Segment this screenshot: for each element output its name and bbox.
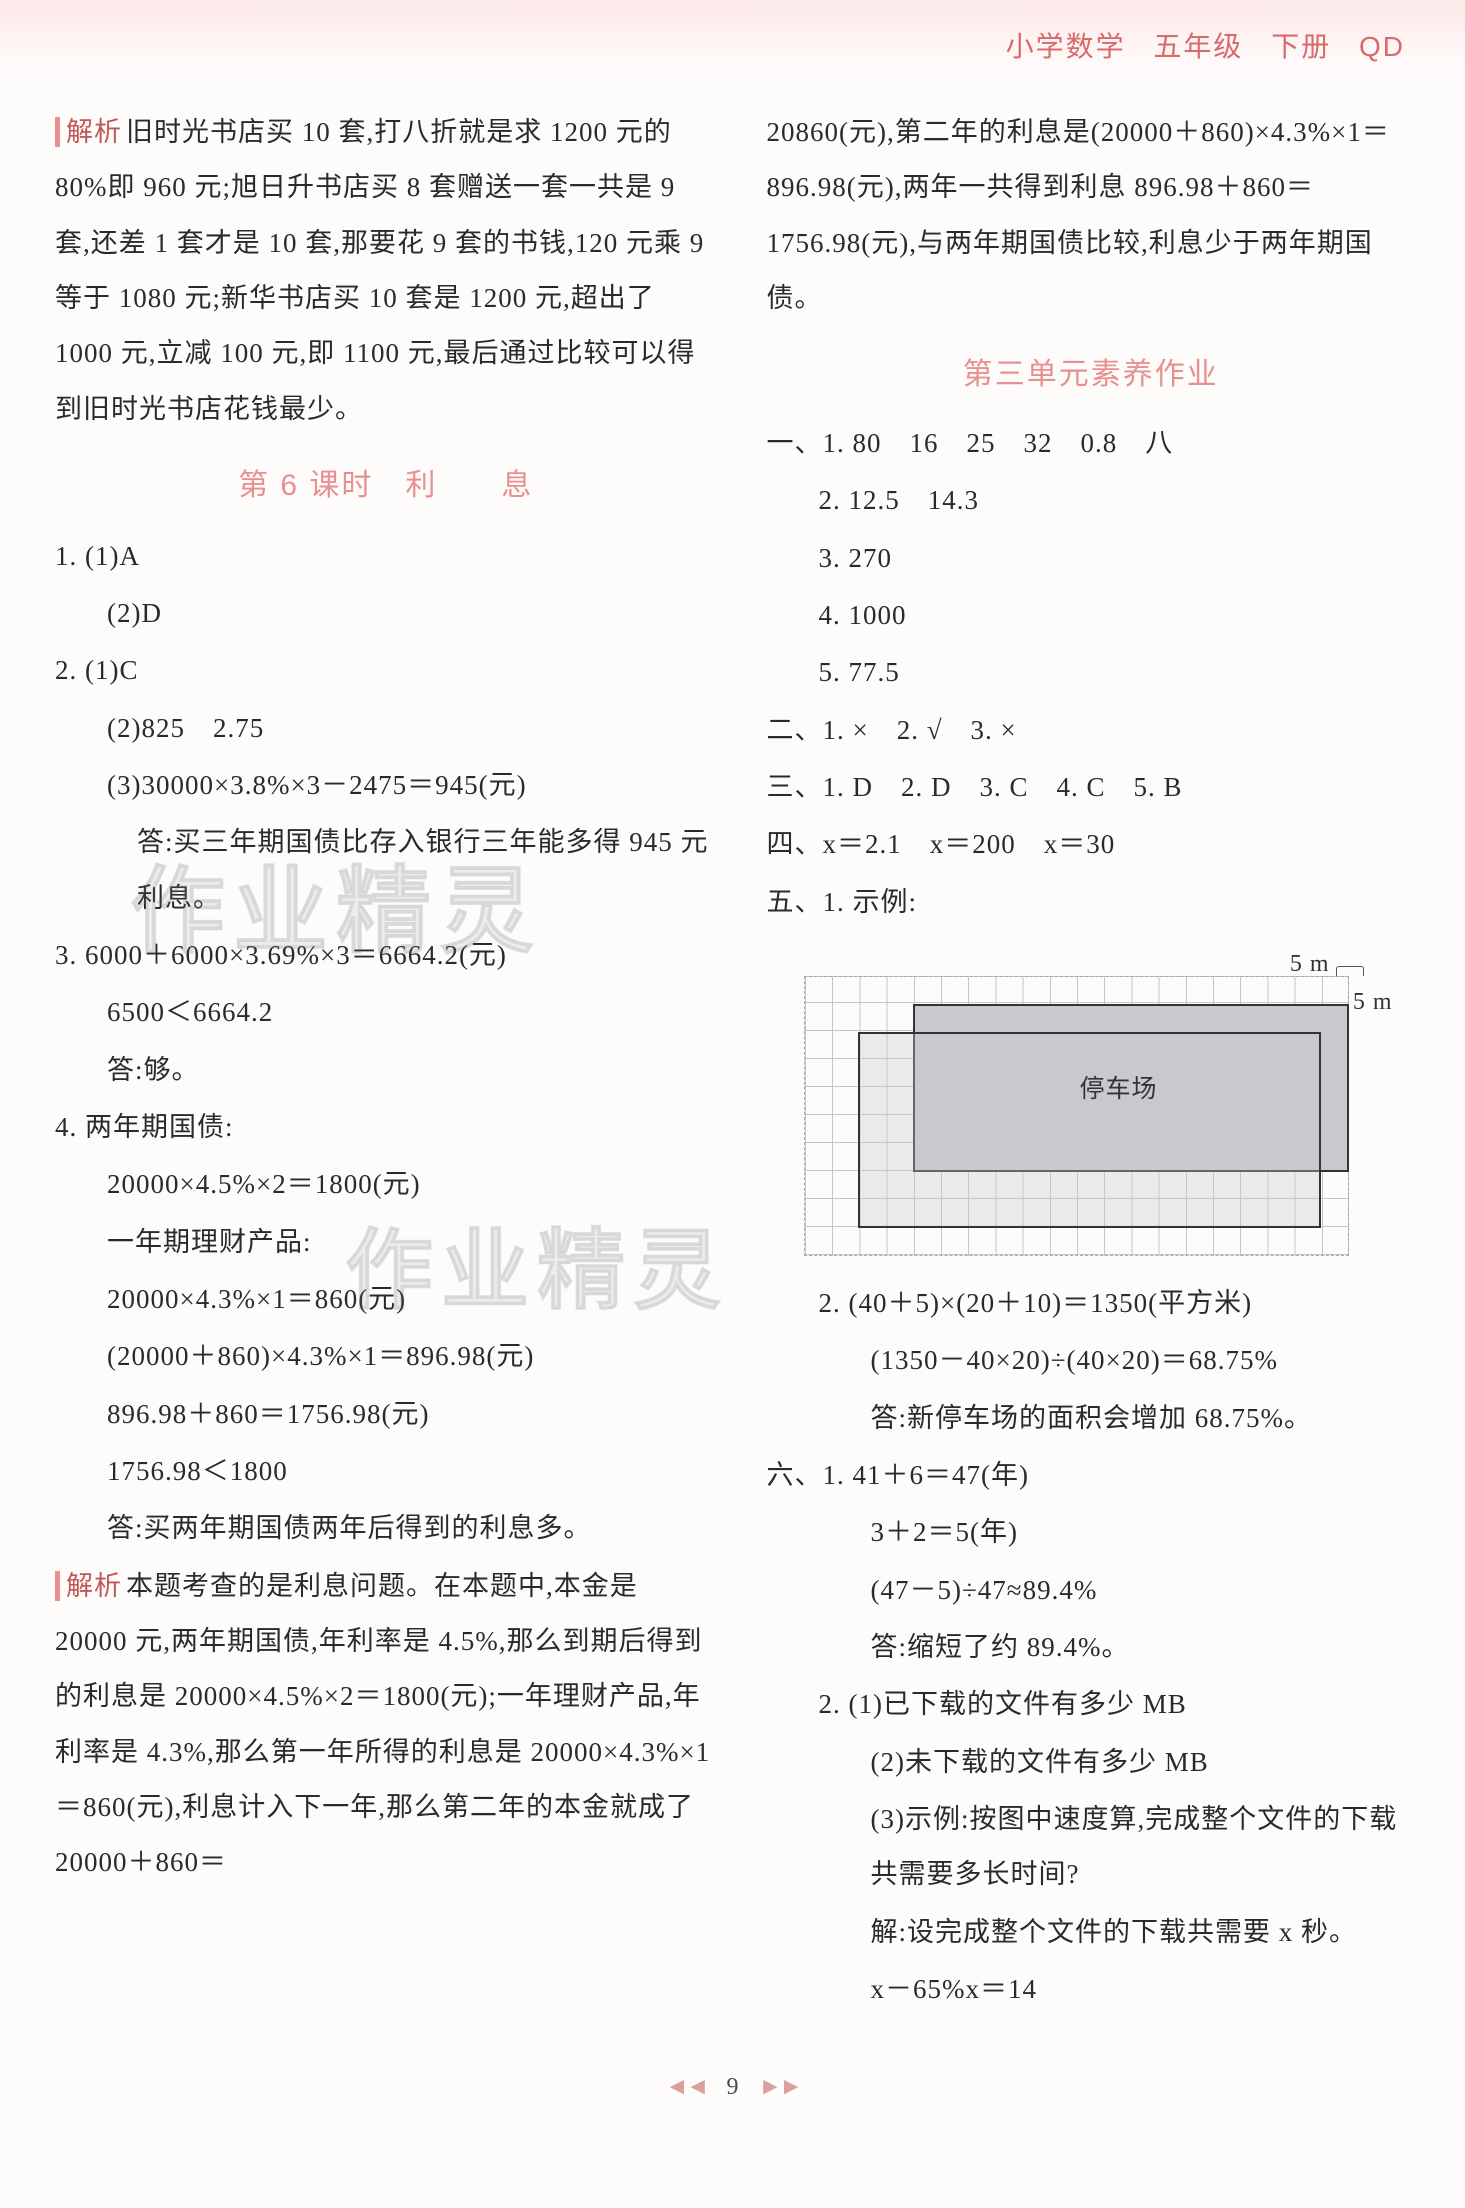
q4-5: (20000＋860)×4.3%×1＝896.98(元) bbox=[55, 1329, 716, 1384]
s1-1: 1. 80 16 25 32 0.8 八 bbox=[822, 428, 1173, 458]
s6-2-5: x－65%x＝14 bbox=[766, 1962, 1415, 2017]
arrow-right-icon: ►► bbox=[759, 2074, 801, 2100]
s5-1: 1. 示例: bbox=[822, 887, 917, 917]
sect6-label: 六、 bbox=[766, 1460, 822, 1490]
sect5-label: 五、 bbox=[766, 887, 822, 917]
q4-1: 4. 两年期国债: bbox=[55, 1100, 716, 1155]
q4-4: 20000×4.3%×1＝860(元) bbox=[55, 1272, 716, 1327]
page-header: 小学数学 五年级 下册 QD bbox=[0, 0, 1465, 75]
s6-2-2: (2)未下载的文件有多少 MB bbox=[766, 1735, 1415, 1790]
analysis-text-1: 旧时光书店买 10 套,打八折就是求 1200 元的 80%即 960 元;旭日… bbox=[55, 117, 704, 424]
q4-2: 20000×4.5%×2＝1800(元) bbox=[55, 1157, 716, 1212]
section-title-unit3: 第三单元素养作业 bbox=[766, 344, 1415, 406]
sect-2: 二、1. × 2. √ 3. × bbox=[766, 703, 1415, 758]
header-grade: 五年级 bbox=[1153, 31, 1243, 62]
q1-2: (2)D bbox=[55, 586, 716, 641]
parking-diagram: 5 m 5 m 停车场 bbox=[804, 940, 1364, 1270]
sect-4: 四、x＝2.1 x＝200 x＝30 bbox=[766, 817, 1415, 872]
s1-2: 2. 12.5 14.3 bbox=[766, 473, 1415, 528]
s6-1-2: 3＋2＝5(年) bbox=[766, 1505, 1415, 1560]
q3-3: 答:够。 bbox=[55, 1043, 716, 1098]
q1-1: 1. (1)A bbox=[55, 529, 716, 584]
brace-icon bbox=[1336, 966, 1364, 976]
q2-2: (2)825 2.75 bbox=[55, 701, 716, 756]
s1-3: 3. 270 bbox=[766, 531, 1415, 586]
header-code: QD bbox=[1359, 31, 1405, 62]
analysis-label: 解析 bbox=[55, 117, 122, 147]
q3-2: 6500＜6664.2 bbox=[55, 985, 716, 1040]
arrow-left-icon: ◄◄ bbox=[665, 2074, 707, 2100]
content-columns: 解析旧时光书店买 10 套,打八折就是求 1200 元的 80%即 960 元;… bbox=[0, 75, 1465, 2059]
s6-1-1: 1. 41＋6＝47(年) bbox=[822, 1460, 1028, 1490]
parking-label: 停车场 bbox=[1079, 1064, 1157, 1115]
sect-6-line1: 六、1. 41＋6＝47(年) bbox=[766, 1448, 1415, 1503]
q4-8: 答:买两年期国债两年后得到的利息多。 bbox=[55, 1501, 716, 1556]
sect-3: 三、1. D 2. D 3. C 4. C 5. B bbox=[766, 760, 1415, 815]
q4-3: 一年期理财产品: bbox=[55, 1215, 716, 1270]
s5-2-3: 答:新停车场的面积会增加 68.75%。 bbox=[766, 1391, 1415, 1446]
s6-1-4: 答:缩短了约 89.4%。 bbox=[766, 1620, 1415, 1675]
dim-5m-side: 5 m bbox=[1353, 978, 1393, 1027]
q2-3: (3)30000×3.8%×3－2475＝945(元) bbox=[55, 758, 716, 813]
header-volume: 下册 bbox=[1271, 31, 1331, 62]
analysis-block-1: 解析旧时光书店买 10 套,打八折就是求 1200 元的 80%即 960 元;… bbox=[55, 105, 716, 437]
header-subject: 小学数学 bbox=[1006, 31, 1126, 62]
analysis-continued: 20860(元),第二年的利息是(20000＋860)×4.3%×1＝896.9… bbox=[766, 105, 1415, 326]
q3-1: 3. 6000＋6000×3.69%×3＝6664.2(元) bbox=[55, 928, 716, 983]
s6-2-3: (3)示例:按图中速度算,完成整个文件的下载共需要多长时间? bbox=[766, 1792, 1415, 1903]
s6-1-3: (47－5)÷47≈89.4% bbox=[766, 1563, 1415, 1618]
s5-2-1: 2. (40＋5)×(20＋10)＝1350(平方米) bbox=[766, 1276, 1415, 1331]
page-number-footer: ◄◄ 9 ►► bbox=[0, 2059, 1465, 2126]
s6-2-4: 解:设完成整个文件的下载共需要 x 秒。 bbox=[766, 1905, 1415, 1960]
page-number: 9 bbox=[727, 2074, 739, 2100]
right-column: 20860(元),第二年的利息是(20000＋860)×4.3%×1＝896.9… bbox=[766, 105, 1415, 2019]
analysis-block-2: 解析本题考查的是利息问题。在本题中,本金是 20000 元,两年期国债,年利率是… bbox=[55, 1559, 716, 1891]
left-column: 解析旧时光书店买 10 套,打八折就是求 1200 元的 80%即 960 元;… bbox=[55, 105, 716, 2019]
q4-7: 1756.98＜1800 bbox=[55, 1444, 716, 1499]
s1-5: 5. 77.5 bbox=[766, 645, 1415, 700]
analysis-text-2: 本题考查的是利息问题。在本题中,本金是 20000 元,两年期国债,年利率是 4… bbox=[55, 1571, 710, 1878]
section-title-lesson6: 第 6 课时 利 息 bbox=[55, 455, 716, 517]
q2-answer: 答:买三年期国债比存入银行三年能多得 945 元利息。 bbox=[55, 815, 716, 926]
s1-4: 4. 1000 bbox=[766, 588, 1415, 643]
outer-rect bbox=[858, 1032, 1321, 1228]
s5-2-2: (1350－40×20)÷(40×20)＝68.75% bbox=[766, 1333, 1415, 1388]
q4-6: 896.98＋860＝1756.98(元) bbox=[55, 1387, 716, 1442]
sect-1-line1: 一、1. 80 16 25 32 0.8 八 bbox=[766, 416, 1415, 471]
sect1-label: 一、 bbox=[766, 428, 822, 458]
sect-5-line1: 五、1. 示例: bbox=[766, 875, 1415, 930]
analysis-label-2: 解析 bbox=[55, 1571, 122, 1601]
q2-1: 2. (1)C bbox=[55, 643, 716, 698]
s6-2-1: 2. (1)已下载的文件有多少 MB bbox=[766, 1677, 1415, 1732]
